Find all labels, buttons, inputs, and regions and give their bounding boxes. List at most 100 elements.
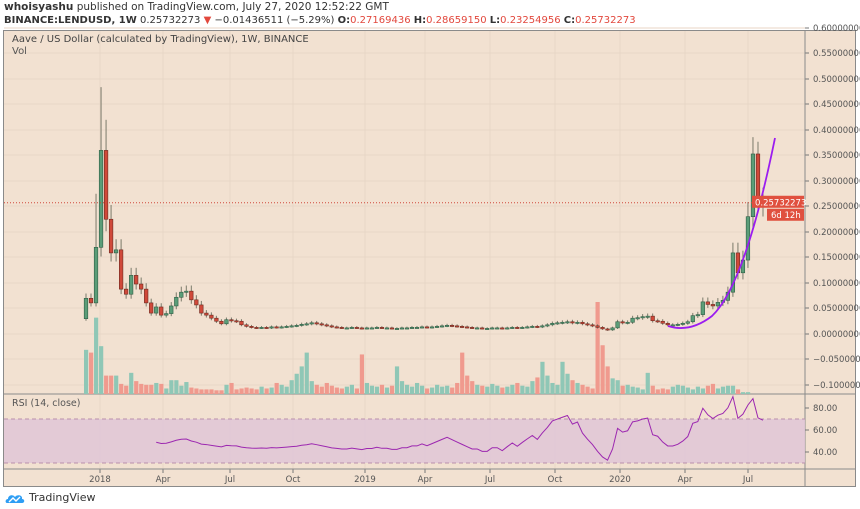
volume-bar (565, 373, 570, 394)
candle-up (560, 321, 565, 324)
volume-bar (735, 389, 741, 394)
volume-bar (264, 388, 269, 394)
candle-up (164, 313, 169, 316)
brand-name: TradingView (29, 491, 96, 504)
volume-bar (590, 388, 595, 394)
candle-up (525, 326, 530, 329)
volume-bar (379, 384, 385, 394)
volume-bar (104, 375, 109, 394)
close-value: 0.25732273 (575, 15, 636, 26)
volume-bar (414, 382, 420, 394)
y-tick-label: 0.15000000 (813, 253, 860, 263)
y-tick-label: −0.05000000 (813, 355, 860, 365)
candle-up (540, 325, 545, 328)
candle-up (545, 324, 550, 327)
volume-bar (229, 382, 234, 394)
volume-bar (384, 387, 390, 394)
author[interactable]: whoisyashu (4, 1, 74, 13)
tradingview-logo[interactable]: TradingView (5, 491, 95, 504)
candle-down (655, 320, 660, 323)
volume-bar (585, 386, 590, 394)
candle-down (249, 326, 254, 328)
candle-down (515, 327, 520, 329)
volume-bar (705, 385, 711, 394)
change: −0.01436511 (−5.29%) (214, 15, 335, 26)
candle-down (600, 327, 605, 330)
chart-frame[interactable] (3, 30, 856, 487)
volume-bar (139, 383, 144, 394)
candle-down (229, 319, 234, 322)
volume-bar (199, 389, 204, 394)
candle-down (88, 297, 94, 304)
volume-bar (144, 384, 149, 394)
volume-bar (164, 388, 169, 394)
volume-bar (525, 386, 530, 394)
volume-bar (435, 384, 440, 394)
candle-down (254, 327, 259, 329)
candle-down (274, 326, 279, 329)
volume-bar (224, 384, 229, 394)
volume-bar (279, 384, 284, 394)
candle-down (660, 320, 665, 324)
volume-bar (480, 385, 485, 394)
volume-bar (389, 385, 395, 394)
candle-up (615, 321, 620, 329)
volume-bar (695, 386, 701, 394)
candle-up (625, 321, 630, 324)
candle-down (204, 312, 209, 316)
candle-up (299, 324, 304, 326)
volume-bar (605, 366, 610, 394)
ticker-line: BINANCE:LENDUSD, 1W 0.25732273 ▼ −0.0143… (4, 15, 636, 26)
volume-bar (364, 382, 370, 394)
candle-up (490, 327, 495, 330)
volume-bar (485, 386, 490, 394)
candle-down (264, 327, 269, 329)
candle-down (119, 249, 124, 290)
candle-down (585, 323, 590, 326)
candle-down (570, 321, 575, 324)
volume-bar (174, 380, 179, 394)
candle-down (103, 150, 109, 220)
volume-bar (94, 317, 99, 394)
candle-up (670, 324, 675, 327)
volume-bar (540, 361, 545, 394)
candle-up (475, 327, 480, 330)
volume-bar (660, 388, 665, 394)
candle-up (394, 328, 400, 330)
y-tick-label: 0.05000000 (813, 304, 860, 314)
down-arrow-icon: ▼ (203, 15, 212, 26)
volume-bar (470, 381, 475, 394)
candle-down (424, 326, 430, 329)
y-tick-label: 0.10000000 (813, 279, 860, 289)
rsi-tick-label: 60.00 (813, 426, 837, 436)
candle-up (349, 327, 354, 329)
volume-bar (119, 383, 124, 394)
volume-bar (359, 354, 365, 394)
candle-up (700, 301, 705, 315)
price-tag-value: 0.25732273 (755, 198, 806, 208)
candle-up (439, 325, 445, 328)
volume-bar (640, 389, 645, 394)
volume-bar (560, 361, 565, 394)
volume-bar (635, 387, 640, 394)
candle-down (590, 324, 595, 327)
candle-down (159, 306, 164, 316)
volume-bar (189, 387, 194, 394)
volume-bar (299, 366, 304, 394)
volume-bar (530, 381, 535, 394)
volume-bar (545, 375, 550, 394)
candle-down (149, 302, 154, 314)
candle-up (174, 296, 179, 307)
volume-bar (284, 386, 289, 394)
volume-bar (555, 384, 560, 394)
volume-bar (374, 386, 380, 394)
open-label: O: (337, 15, 351, 26)
candle-up (530, 326, 535, 328)
x-tick-label: Oct (286, 475, 301, 485)
volume-bar (690, 389, 695, 394)
candle-up (444, 325, 450, 327)
candle-down (134, 275, 139, 285)
candle-down (535, 326, 540, 328)
volume-bar (425, 388, 430, 394)
